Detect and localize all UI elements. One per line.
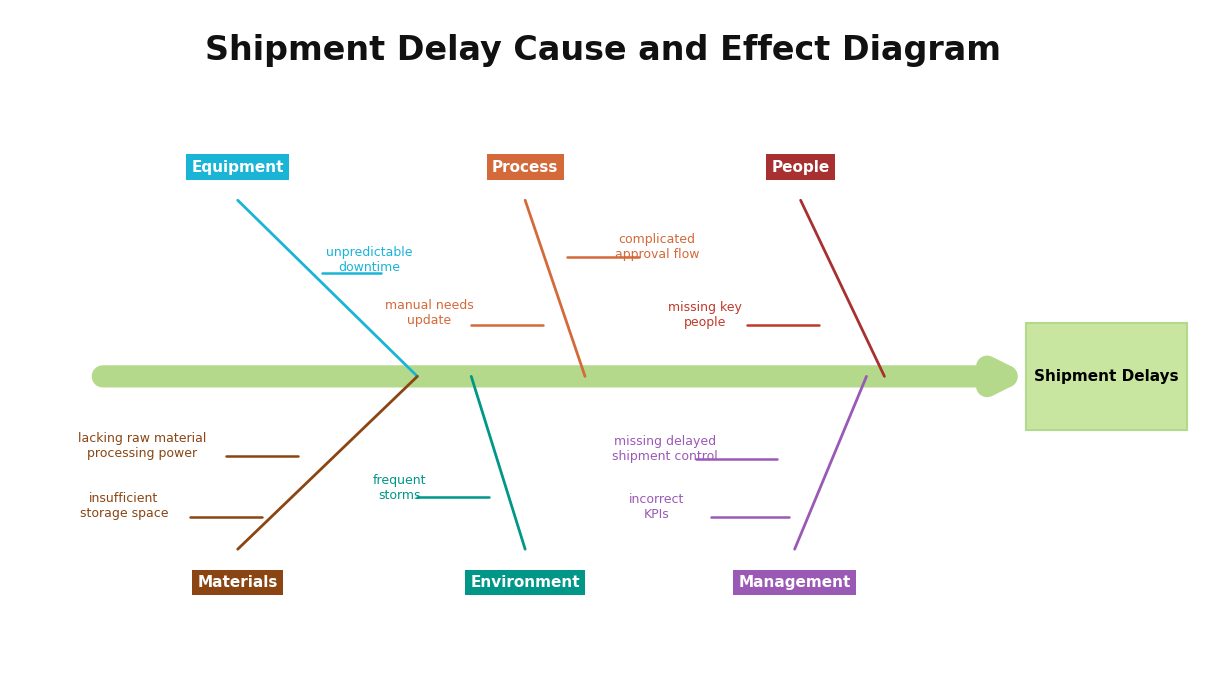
FancyBboxPatch shape [1026, 323, 1188, 429]
Text: complicated
approval flow: complicated approval flow [615, 233, 699, 260]
Text: unpredictable
downtime: unpredictable downtime [326, 246, 412, 274]
Text: Equipment: Equipment [192, 160, 283, 174]
Text: People: People [772, 160, 830, 174]
Text: Process: Process [492, 160, 558, 174]
Text: missing key
people: missing key people [668, 301, 742, 328]
Text: Materials: Materials [198, 575, 277, 590]
Text: Environment: Environment [470, 575, 580, 590]
Text: lacking raw material
processing power: lacking raw material processing power [77, 432, 206, 460]
Text: incorrect
KPIs: incorrect KPIs [630, 493, 685, 522]
Text: frequent
storms: frequent storms [373, 474, 426, 502]
Text: Shipment Delay Cause and Effect Diagram: Shipment Delay Cause and Effect Diagram [205, 34, 1001, 67]
Text: missing delayed
shipment control: missing delayed shipment control [613, 435, 718, 464]
Text: manual needs
update: manual needs update [385, 299, 474, 327]
Text: Shipment Delays: Shipment Delays [1035, 369, 1179, 384]
Text: insufficient
storage space: insufficient storage space [80, 492, 168, 520]
Text: Management: Management [738, 575, 850, 590]
